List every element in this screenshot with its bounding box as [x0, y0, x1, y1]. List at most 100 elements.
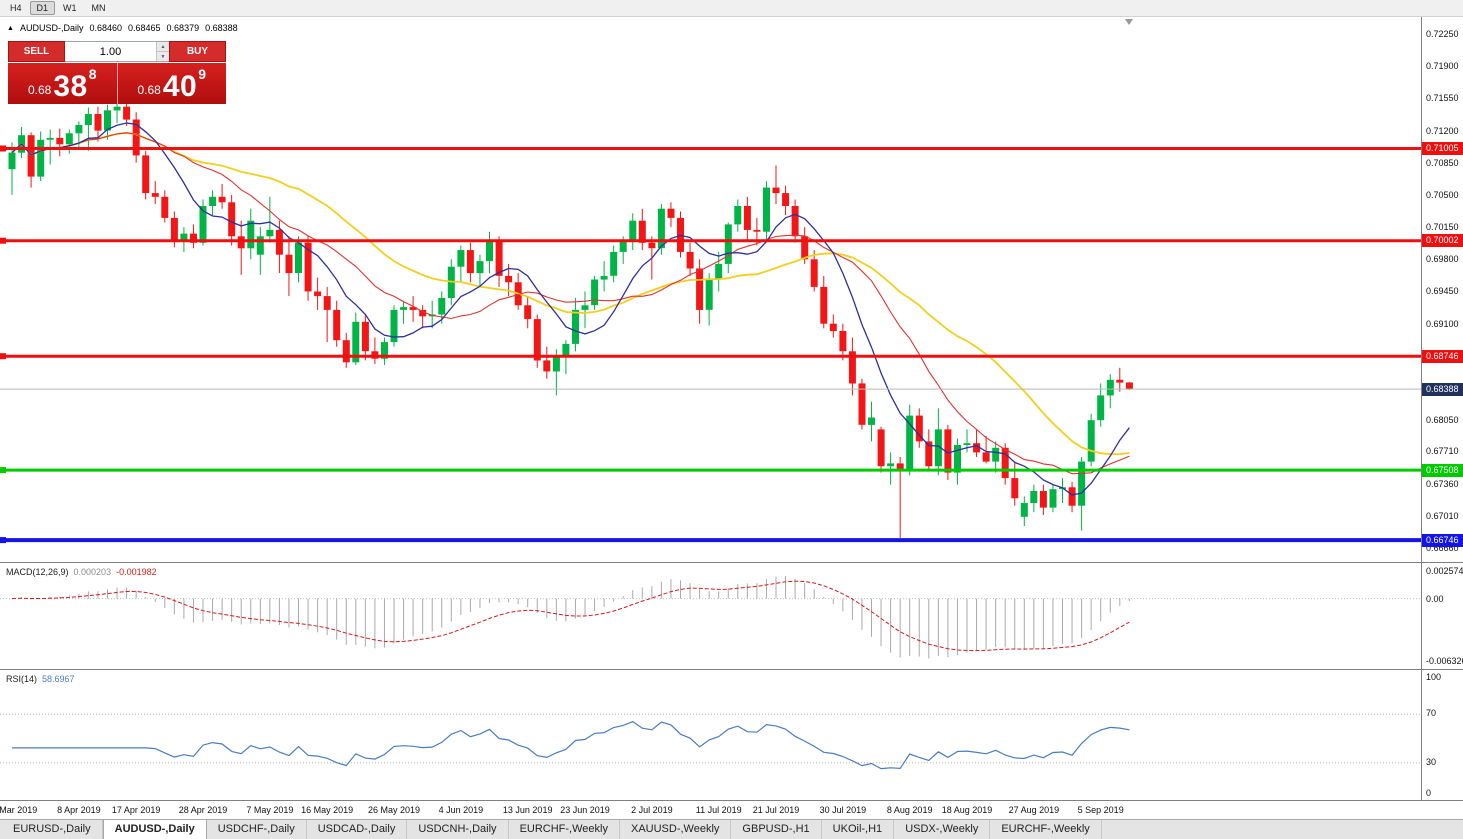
date-label: 13 Jun 2019 [502, 805, 553, 815]
date-label: 23 Jun 2019 [560, 805, 610, 815]
chart-tab[interactable]: EURCHF-,Weekly [509, 820, 620, 839]
date-label: 26 May 2019 [367, 805, 421, 815]
symbol-marker-icon: ▲ [7, 24, 14, 32]
candlestick-series [8, 100, 1133, 538]
price-tick-label: 0.72250 [1426, 29, 1459, 39]
chart-tab[interactable]: UKOil-,H1 [822, 820, 895, 839]
macd-chart[interactable] [0, 564, 1421, 669]
macd-signal-line [11, 580, 1130, 652]
period-button-h4[interactable]: H4 [10, 3, 22, 13]
chart-tab[interactable]: USDCNH-,Daily [407, 820, 509, 839]
level-price-badge: 0.70002 [1422, 234, 1463, 248]
date-label: 16 May 2019 [301, 805, 354, 815]
rsi-chart[interactable] [0, 671, 1421, 800]
level-left-marker[interactable] [0, 237, 6, 244]
level-price-badge: 0.67508 [1422, 463, 1463, 477]
price-tick-label: 0.69800 [1426, 254, 1459, 265]
time-scale[interactable]: 29 Mar 2019 8 Apr 2019 17 Apr 2019 28 Apr 2… [0, 800, 1463, 819]
timeframe-button-group: H4 D1 W1 MN [3, 1, 114, 15]
sell-price-pip: 8 [88, 66, 97, 82]
macd-tick-label: -0.0063260 [1426, 656, 1463, 666]
chart-tab[interactable]: EURCHF-,Weekly [990, 820, 1102, 839]
macd-title: MACD(12,26,9) [6, 567, 69, 577]
chart-ohlc-header: ▲ AUDUSD-,Daily 0.68460 0.68465 0.68379 … [7, 23, 238, 33]
sell-price-tile[interactable]: 0.68 38 8 [8, 63, 117, 104]
period-button-w1[interactable]: W1 [63, 3, 77, 13]
chart-tab[interactable]: USDCHF-,Daily [207, 820, 307, 839]
price-scale[interactable]: 0.72250 0.71900 0.71550 0.71200 0.70850 0.705… [1421, 17, 1463, 562]
volume-spinner: ▲ ▼ [156, 42, 169, 61]
level-left-marker[interactable] [0, 145, 6, 152]
price-tick-label: 0.71550 [1426, 93, 1459, 104]
price-tick-label: 0.69100 [1426, 318, 1459, 329]
buy-price-tile[interactable]: 0.68 40 9 [118, 63, 227, 104]
symbol-title: AUDUSD-,Daily [19, 23, 84, 33]
price-tick-label: 0.71200 [1426, 125, 1459, 136]
date-label: 8 Apr 2019 [57, 805, 101, 815]
chart-tab[interactable]: AUDUSD-,Daily [102, 820, 207, 839]
period-button-mn[interactable]: MN [91, 3, 106, 13]
ma-28-line [11, 131, 1130, 456]
date-label: 7 May 2019 [246, 805, 294, 815]
price-tick-label: 0.67710 [1426, 446, 1459, 457]
macd-main-value: 0.000203 [73, 567, 112, 577]
level-left-marker[interactable] [0, 353, 6, 360]
sell-price-prefix: 0.68 [27, 83, 52, 97]
chart-tab[interactable]: EURUSD-,Daily [2, 820, 103, 839]
price-tick-label: 0.70850 [1426, 157, 1459, 168]
buy-price-pip: 9 [198, 66, 207, 82]
chart-tab[interactable]: USDCAD-,Daily [307, 820, 408, 839]
date-label: 29 Mar 2019 [0, 805, 38, 815]
macd-header: MACD(12,26,9) 0.000203 -0.001982 [6, 567, 157, 577]
chart-tab[interactable]: GBPUSD-,H1 [731, 820, 822, 839]
rsi-value: 58.6967 [42, 674, 75, 684]
rsi-tick-label: 30 [1426, 756, 1437, 767]
rsi-indicator-panel: RSI(14) 58.6967 100 70 30 0 [0, 669, 1463, 800]
volume-down-icon[interactable]: ▼ [157, 52, 169, 61]
price-tick-label: 0.70500 [1426, 189, 1459, 200]
rsi-tick-label: 70 [1426, 708, 1437, 719]
date-label: 11 Jul 2019 [695, 805, 742, 815]
ma-16-line [11, 132, 1130, 475]
buy-price-prefix: 0.68 [137, 83, 161, 97]
candlestick-chart[interactable] [0, 17, 1421, 562]
ohlc-open: 0.68460 [89, 23, 122, 33]
date-label: 5 Sep 2019 [1077, 805, 1124, 815]
rsi-title: RSI(14) [6, 674, 38, 684]
ma-8-line [11, 122, 1130, 496]
level-left-marker[interactable] [0, 467, 6, 474]
date-label: 2 Jul 2019 [631, 805, 673, 815]
level-price-badge: 0.68746 [1422, 349, 1463, 363]
date-label: 30 Jul 2019 [819, 805, 867, 815]
one-click-trading-panel: SELL ▲ ▼ BUY 0.68 38 8 0.68 [8, 41, 226, 104]
timeframe-toolbar: H4 D1 W1 MN [0, 0, 1463, 17]
rsi-line [12, 720, 1130, 770]
trade-controls-row: SELL ▲ ▼ BUY [8, 41, 226, 62]
rsi-header: RSI(14) 58.6967 [6, 674, 75, 684]
period-button-d1[interactable]: D1 [29, 1, 56, 15]
main-chart-panel: ▲ AUDUSD-,Daily 0.68460 0.68465 0.68379 … [0, 17, 1463, 562]
price-tick-label: 0.67010 [1426, 510, 1459, 521]
chart-tab[interactable]: USDX-,Weekly [894, 820, 991, 839]
current-price-badge: 0.68388 [1422, 382, 1463, 396]
sell-button[interactable]: SELL [8, 41, 65, 62]
macd-histogram [21, 576, 1130, 659]
ohlc-high: 0.68465 [128, 23, 161, 33]
date-label: 28 Apr 2019 [178, 805, 228, 815]
volume-up-icon[interactable]: ▲ [157, 42, 169, 52]
level-left-marker[interactable] [0, 537, 6, 544]
rsi-tick-label: 0 [1426, 788, 1432, 798]
level-price-badge: 0.71005 [1422, 141, 1463, 155]
buy-button[interactable]: BUY [169, 41, 226, 62]
chart-tabs-bar: EURUSD-,Daily AUDUSD-,Daily USDCHF-,Daily U… [0, 819, 1463, 839]
rsi-scale[interactable]: 100 70 30 0 [1421, 670, 1463, 800]
bid-ask-display: 0.68 38 8 0.68 40 9 [8, 63, 226, 104]
ohlc-low: 0.68379 [166, 23, 200, 33]
chart-shift-marker-icon[interactable] [1125, 19, 1133, 25]
volume-input[interactable] [65, 42, 156, 61]
level-price-badge: 0.66746 [1422, 533, 1463, 547]
price-tick-label: 0.70150 [1426, 222, 1459, 233]
chart-tab[interactable]: XAUUSD-,Weekly [620, 820, 732, 839]
